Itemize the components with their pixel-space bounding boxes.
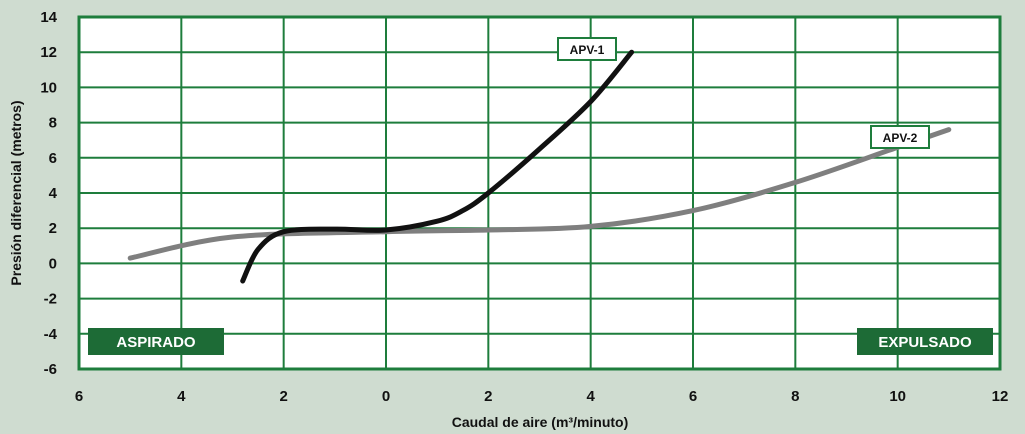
x-tick-label: 6	[75, 388, 83, 405]
y-tick-label: 10	[40, 79, 57, 96]
grid	[79, 17, 1000, 369]
region-aspirado-label: ASPIRADO	[116, 334, 196, 351]
series-label-apv1-box: APV-1	[557, 37, 617, 61]
series-label-apv1: APV-1	[570, 43, 605, 57]
x-tick-label: 4	[177, 388, 186, 405]
y-tick-label: 14	[40, 9, 57, 26]
y-tick-label: 4	[49, 185, 58, 202]
x-tick-labels: 6 4 2 0 2 4 6 8 10 12	[75, 388, 1009, 405]
x-tick-label: 4	[586, 388, 595, 405]
series-line-apv-1	[240, 49, 635, 284]
y-axis-title: Presión diferencial (metros)	[8, 100, 24, 285]
x-axis-title: Caudal de aire (m³/minuto)	[452, 414, 629, 430]
y-tick-labels: 14 12 10 8 6 4 2 0 -2 -4 -6	[40, 9, 57, 378]
x-tick-label: 2	[484, 388, 492, 405]
series-label-apv2-box: APV-2	[870, 125, 930, 149]
y-tick-label: -4	[44, 326, 58, 343]
y-tick-label: -2	[44, 291, 57, 308]
series-label-apv2: APV-2	[883, 131, 918, 145]
x-tick-label: 0	[382, 388, 390, 405]
region-expulsado: EXPULSADO	[857, 328, 993, 355]
x-tick-label: 12	[992, 388, 1009, 405]
region-expulsado-label: EXPULSADO	[878, 334, 972, 351]
y-tick-label: -6	[44, 361, 57, 378]
x-tick-label: 10	[889, 388, 906, 405]
y-tick-label: 2	[49, 220, 57, 237]
y-tick-label: 12	[40, 44, 57, 61]
x-tick-label: 2	[279, 388, 287, 405]
x-tick-label: 6	[689, 388, 697, 405]
y-tick-label: 8	[49, 115, 57, 132]
series-line-apv-2	[127, 127, 952, 261]
y-tick-label: 0	[49, 255, 57, 272]
region-aspirado: ASPIRADO	[88, 328, 224, 355]
y-tick-label: 6	[49, 150, 57, 167]
series-lines	[127, 49, 952, 284]
x-tick-label: 8	[791, 388, 799, 405]
